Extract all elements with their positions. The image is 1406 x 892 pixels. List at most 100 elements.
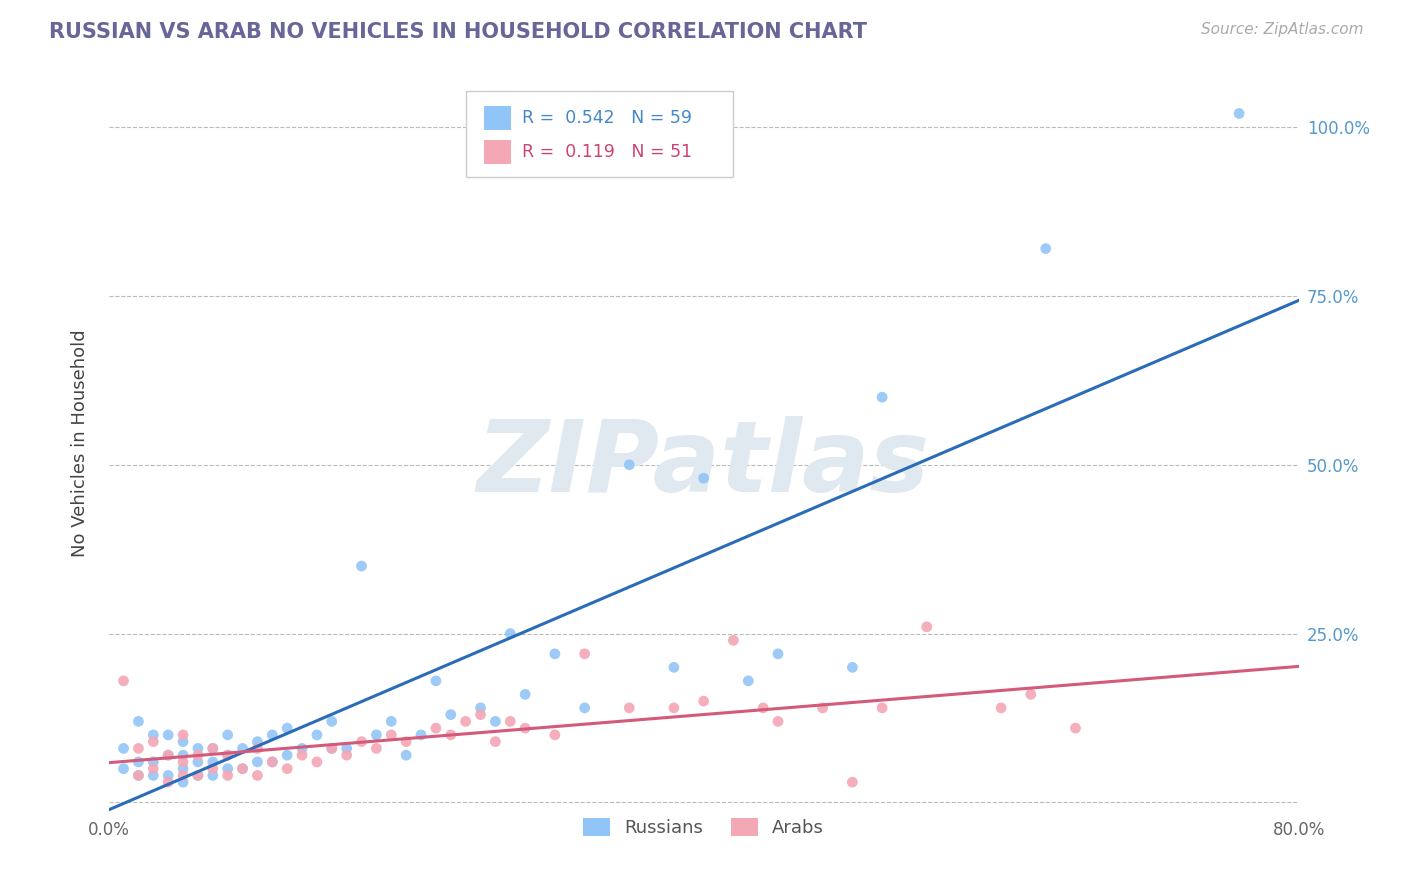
Point [752, 701, 775, 715]
Text: Source: ZipAtlas.com: Source: ZipAtlas.com [1201, 22, 1364, 37]
Point [112, 673, 135, 688]
Point [172, 755, 194, 769]
Point [515, 687, 537, 701]
Point [366, 741, 388, 756]
Point [336, 741, 359, 756]
Text: R =  0.119   N = 51: R = 0.119 N = 51 [522, 143, 692, 161]
Point [409, 728, 432, 742]
Point [201, 741, 224, 756]
Point [619, 458, 641, 472]
Point [142, 728, 165, 742]
Point [380, 728, 402, 742]
Point [157, 775, 180, 789]
Point [484, 734, 506, 748]
Point [187, 768, 209, 782]
Point [395, 748, 418, 763]
Text: R =  0.542   N = 59: R = 0.542 N = 59 [522, 109, 692, 127]
Point [470, 707, 492, 722]
Point [1019, 687, 1042, 701]
Point [662, 701, 685, 715]
Point [232, 741, 254, 756]
Point [262, 728, 284, 742]
Point [737, 673, 759, 688]
Point [232, 762, 254, 776]
Point [142, 755, 165, 769]
Point [1035, 242, 1057, 256]
Point [870, 701, 893, 715]
Point [515, 721, 537, 735]
Point [350, 734, 373, 748]
Point [574, 647, 596, 661]
Point [544, 647, 567, 661]
Point [291, 748, 314, 763]
Point [112, 762, 135, 776]
Point [157, 748, 180, 763]
Point [291, 741, 314, 756]
Point [246, 755, 269, 769]
Legend: Russians, Arabs: Russians, Arabs [576, 811, 831, 844]
Point [142, 762, 165, 776]
Point [692, 471, 714, 485]
FancyBboxPatch shape [484, 140, 510, 164]
Point [187, 755, 209, 769]
Point [440, 728, 463, 742]
Point [440, 707, 463, 722]
Point [380, 714, 402, 729]
Point [127, 714, 149, 729]
Point [841, 775, 863, 789]
Point [172, 768, 194, 782]
Point [217, 768, 239, 782]
Point [276, 721, 298, 735]
Point [157, 768, 180, 782]
FancyBboxPatch shape [484, 106, 510, 130]
Point [172, 728, 194, 742]
Point [172, 762, 194, 776]
Point [692, 694, 714, 708]
Point [142, 734, 165, 748]
Point [246, 768, 269, 782]
Point [321, 741, 343, 756]
Point [201, 755, 224, 769]
Point [870, 390, 893, 404]
Point [544, 728, 567, 742]
Point [305, 728, 328, 742]
Point [127, 768, 149, 782]
Point [425, 673, 447, 688]
Point [187, 768, 209, 782]
Point [1227, 106, 1250, 120]
Point [201, 741, 224, 756]
Point [201, 762, 224, 776]
Point [336, 748, 359, 763]
Point [619, 701, 641, 715]
Point [990, 701, 1012, 715]
Point [246, 734, 269, 748]
Point [157, 748, 180, 763]
Point [305, 755, 328, 769]
Point [321, 714, 343, 729]
Point [1064, 721, 1087, 735]
Point [811, 701, 834, 715]
FancyBboxPatch shape [465, 92, 734, 177]
Point [127, 768, 149, 782]
Point [217, 748, 239, 763]
Point [127, 741, 149, 756]
Point [172, 748, 194, 763]
Point [187, 748, 209, 763]
Point [201, 768, 224, 782]
Point [350, 559, 373, 574]
Point [276, 762, 298, 776]
Point [217, 728, 239, 742]
Text: ZIPatlas: ZIPatlas [477, 417, 931, 514]
Point [499, 714, 522, 729]
Point [366, 728, 388, 742]
Point [246, 741, 269, 756]
Point [841, 660, 863, 674]
Text: RUSSIAN VS ARAB NO VEHICLES IN HOUSEHOLD CORRELATION CHART: RUSSIAN VS ARAB NO VEHICLES IN HOUSEHOLD… [49, 22, 868, 42]
Point [766, 647, 789, 661]
Point [484, 714, 506, 729]
Point [470, 701, 492, 715]
Point [217, 748, 239, 763]
Point [232, 762, 254, 776]
Point [766, 714, 789, 729]
Point [112, 741, 135, 756]
